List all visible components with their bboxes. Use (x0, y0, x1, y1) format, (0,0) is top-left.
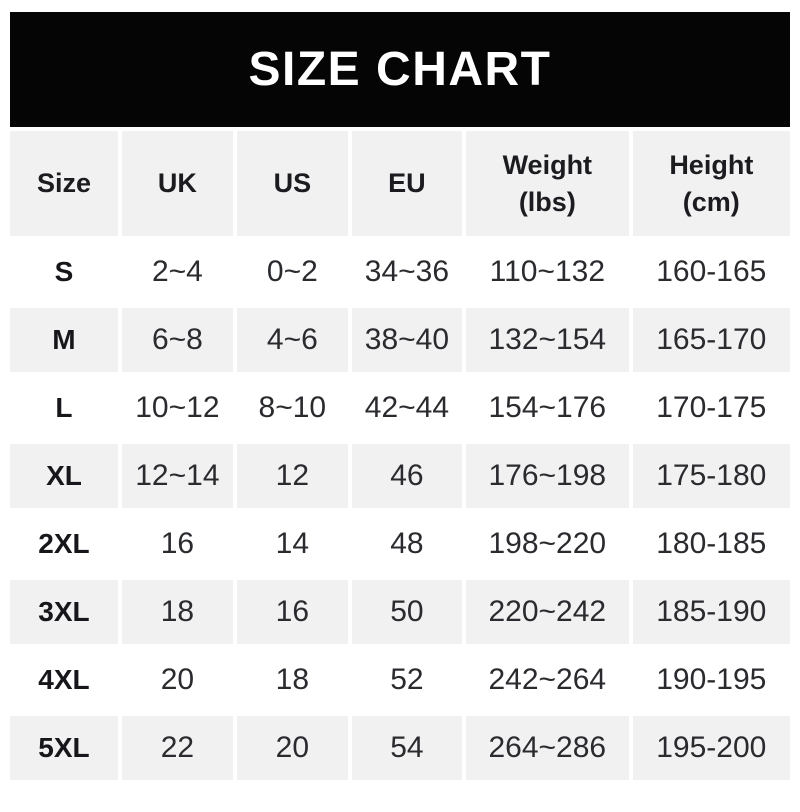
column-header-eu: EU (351, 131, 462, 236)
cell-height: 195-200 (632, 716, 790, 780)
column-header-uk: UK (121, 131, 233, 236)
cell-uk: 20 (121, 648, 233, 712)
cell-height: 180-185 (632, 512, 790, 576)
cell-size: 3XL (10, 580, 118, 644)
cell-uk: 2~4 (121, 240, 233, 304)
table-row: 3XL 18 16 50 220~242 185-190 (10, 580, 790, 644)
cell-eu: 46 (351, 444, 462, 508)
cell-size: XL (10, 444, 118, 508)
cell-weight: 176~198 (466, 444, 629, 508)
cell-us: 16 (236, 580, 348, 644)
cell-height: 165-170 (632, 308, 790, 372)
size-table-header: Size UK US EU Weight (lbs) Height (cm) (10, 131, 790, 236)
cell-height: 160-165 (632, 240, 790, 304)
cell-uk: 10~12 (121, 376, 233, 440)
table-row: 4XL 20 18 52 242~264 190-195 (10, 648, 790, 712)
column-header-us: US (236, 131, 348, 236)
size-chart-banner: SIZE CHART (10, 12, 790, 127)
cell-us: 12 (236, 444, 348, 508)
cell-size: 4XL (10, 648, 118, 712)
cell-height: 190-195 (632, 648, 790, 712)
cell-weight: 264~286 (466, 716, 629, 780)
cell-weight: 110~132 (466, 240, 629, 304)
cell-weight: 154~176 (466, 376, 629, 440)
cell-size: 2XL (10, 512, 118, 576)
cell-eu: 38~40 (351, 308, 462, 372)
size-table: Size UK US EU Weight (lbs) Height (cm) S… (6, 127, 794, 784)
cell-weight: 198~220 (466, 512, 629, 576)
size-chart-page: SIZE CHART Size UK US EU Weight (lbs) He… (0, 12, 800, 812)
table-row: 2XL 16 14 48 198~220 180-185 (10, 512, 790, 576)
cell-eu: 50 (351, 580, 462, 644)
cell-uk: 18 (121, 580, 233, 644)
table-row: L 10~12 8~10 42~44 154~176 170-175 (10, 376, 790, 440)
cell-eu: 52 (351, 648, 462, 712)
cell-size: L (10, 376, 118, 440)
cell-height: 185-190 (632, 580, 790, 644)
cell-uk: 6~8 (121, 308, 233, 372)
size-table-body: S 2~4 0~2 34~36 110~132 160-165 M 6~8 4~… (10, 240, 790, 780)
cell-us: 4~6 (236, 308, 348, 372)
column-header-height: Height (cm) (632, 131, 790, 236)
cell-eu: 54 (351, 716, 462, 780)
cell-height: 175-180 (632, 444, 790, 508)
cell-us: 18 (236, 648, 348, 712)
cell-uk: 12~14 (121, 444, 233, 508)
cell-size: M (10, 308, 118, 372)
column-header-size: Size (10, 131, 118, 236)
cell-eu: 48 (351, 512, 462, 576)
header-row: Size UK US EU Weight (lbs) Height (cm) (10, 131, 790, 236)
cell-us: 14 (236, 512, 348, 576)
table-row: XL 12~14 12 46 176~198 175-180 (10, 444, 790, 508)
table-row: M 6~8 4~6 38~40 132~154 165-170 (10, 308, 790, 372)
cell-size: S (10, 240, 118, 304)
table-row: S 2~4 0~2 34~36 110~132 160-165 (10, 240, 790, 304)
cell-weight: 220~242 (466, 580, 629, 644)
table-row: 5XL 22 20 54 264~286 195-200 (10, 716, 790, 780)
cell-weight: 242~264 (466, 648, 629, 712)
cell-us: 0~2 (236, 240, 348, 304)
cell-eu: 42~44 (351, 376, 462, 440)
cell-eu: 34~36 (351, 240, 462, 304)
page-title: SIZE CHART (248, 42, 552, 96)
cell-us: 20 (236, 716, 348, 780)
cell-height: 170-175 (632, 376, 790, 440)
column-header-weight: Weight (lbs) (466, 131, 629, 236)
cell-size: 5XL (10, 716, 118, 780)
cell-uk: 22 (121, 716, 233, 780)
cell-us: 8~10 (236, 376, 348, 440)
cell-uk: 16 (121, 512, 233, 576)
cell-weight: 132~154 (466, 308, 629, 372)
